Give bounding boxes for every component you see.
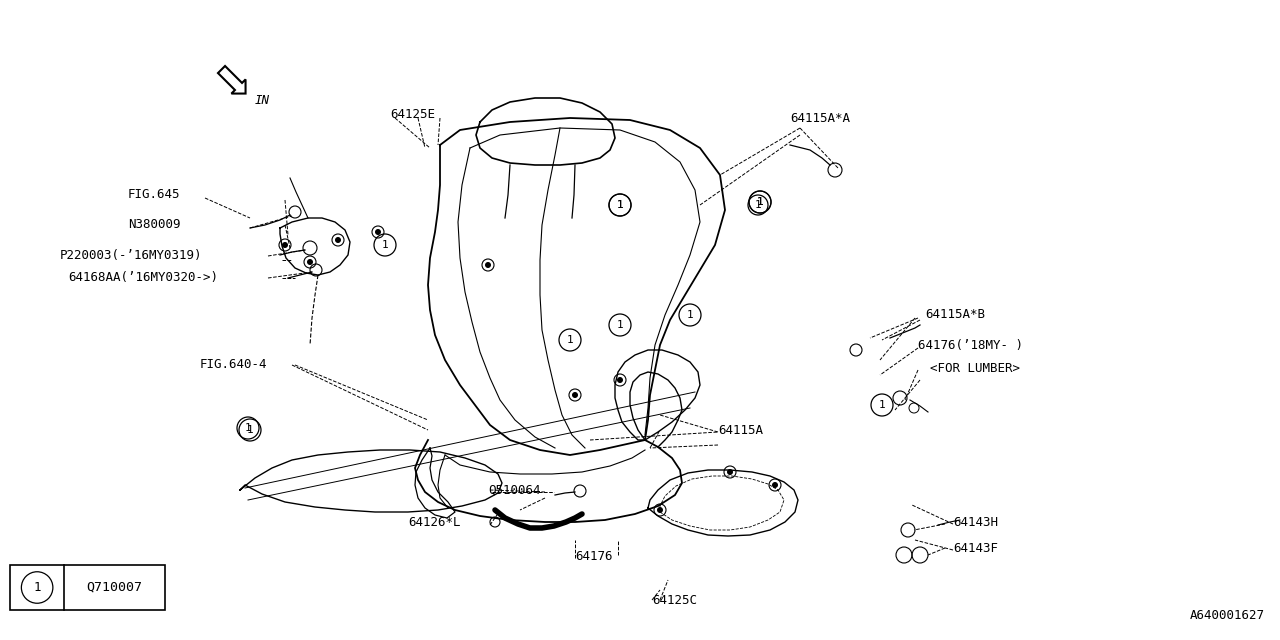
- Text: N380009: N380009: [128, 218, 180, 232]
- Circle shape: [485, 262, 492, 268]
- Text: Q510064: Q510064: [488, 483, 540, 497]
- Text: 64168AA(’16MY0320->): 64168AA(’16MY0320->): [68, 271, 218, 285]
- Circle shape: [282, 242, 288, 248]
- Text: Q710007: Q710007: [86, 581, 142, 594]
- Text: 1: 1: [617, 200, 623, 210]
- Text: 1: 1: [617, 320, 623, 330]
- Circle shape: [657, 507, 663, 513]
- Text: 1: 1: [686, 310, 694, 320]
- Text: 1: 1: [244, 423, 251, 433]
- Circle shape: [375, 229, 381, 235]
- Circle shape: [572, 392, 579, 398]
- Text: 1: 1: [247, 425, 253, 435]
- Text: 1: 1: [755, 200, 762, 210]
- Text: P220003(-’16MY0319): P220003(-’16MY0319): [60, 248, 202, 262]
- Circle shape: [307, 259, 314, 265]
- Text: 1: 1: [756, 197, 763, 207]
- Circle shape: [335, 237, 340, 243]
- Text: 1: 1: [567, 335, 573, 345]
- Circle shape: [617, 377, 623, 383]
- Text: 64115A*B: 64115A*B: [925, 308, 986, 321]
- Text: 64143F: 64143F: [954, 541, 998, 554]
- Text: IN: IN: [255, 93, 270, 106]
- Text: 64115A: 64115A: [718, 424, 763, 436]
- Text: 64125E: 64125E: [390, 109, 435, 122]
- Text: 1: 1: [756, 197, 763, 207]
- Text: FIG.640-4: FIG.640-4: [200, 358, 268, 371]
- Text: FIG.645: FIG.645: [128, 189, 180, 202]
- Text: 64176(’18MY- ): 64176(’18MY- ): [918, 339, 1023, 351]
- Text: 64176: 64176: [575, 550, 613, 563]
- Text: 64126*L: 64126*L: [408, 516, 461, 529]
- Circle shape: [727, 469, 733, 475]
- Text: 1: 1: [33, 581, 41, 594]
- Text: 64143H: 64143H: [954, 516, 998, 529]
- Text: 1: 1: [617, 200, 623, 210]
- Text: 1: 1: [381, 240, 388, 250]
- Text: 64125C: 64125C: [652, 595, 698, 607]
- Circle shape: [772, 482, 778, 488]
- FancyBboxPatch shape: [10, 565, 165, 610]
- Text: A640001627: A640001627: [1190, 609, 1265, 622]
- Text: <FOR LUMBER>: <FOR LUMBER>: [931, 362, 1020, 374]
- Text: 1: 1: [878, 400, 886, 410]
- Text: 64115A*A: 64115A*A: [790, 111, 850, 125]
